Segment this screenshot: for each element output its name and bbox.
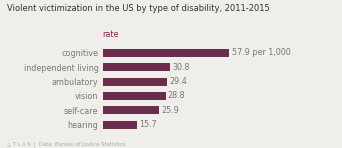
Text: 25.9: 25.9 bbox=[161, 106, 179, 115]
Bar bbox=[103, 49, 229, 57]
Bar bbox=[103, 63, 170, 71]
Text: 29.4: 29.4 bbox=[169, 77, 187, 86]
Text: 57.9 per 1,000: 57.9 per 1,000 bbox=[232, 49, 290, 57]
Text: rate: rate bbox=[103, 30, 119, 39]
Text: 28.8: 28.8 bbox=[168, 91, 185, 100]
Text: 30.8: 30.8 bbox=[172, 63, 190, 72]
Bar bbox=[103, 92, 166, 100]
Bar bbox=[103, 78, 167, 86]
Text: 15.7: 15.7 bbox=[139, 120, 157, 129]
Bar bbox=[103, 106, 159, 114]
Bar bbox=[103, 121, 137, 129]
Text: Violent victimization in the US by type of disability, 2011-2015: Violent victimization in the US by type … bbox=[7, 4, 269, 13]
Text: △ T L A S  |  Data: Bureau of Justice Statistics: △ T L A S | Data: Bureau of Justice Stat… bbox=[7, 141, 125, 147]
